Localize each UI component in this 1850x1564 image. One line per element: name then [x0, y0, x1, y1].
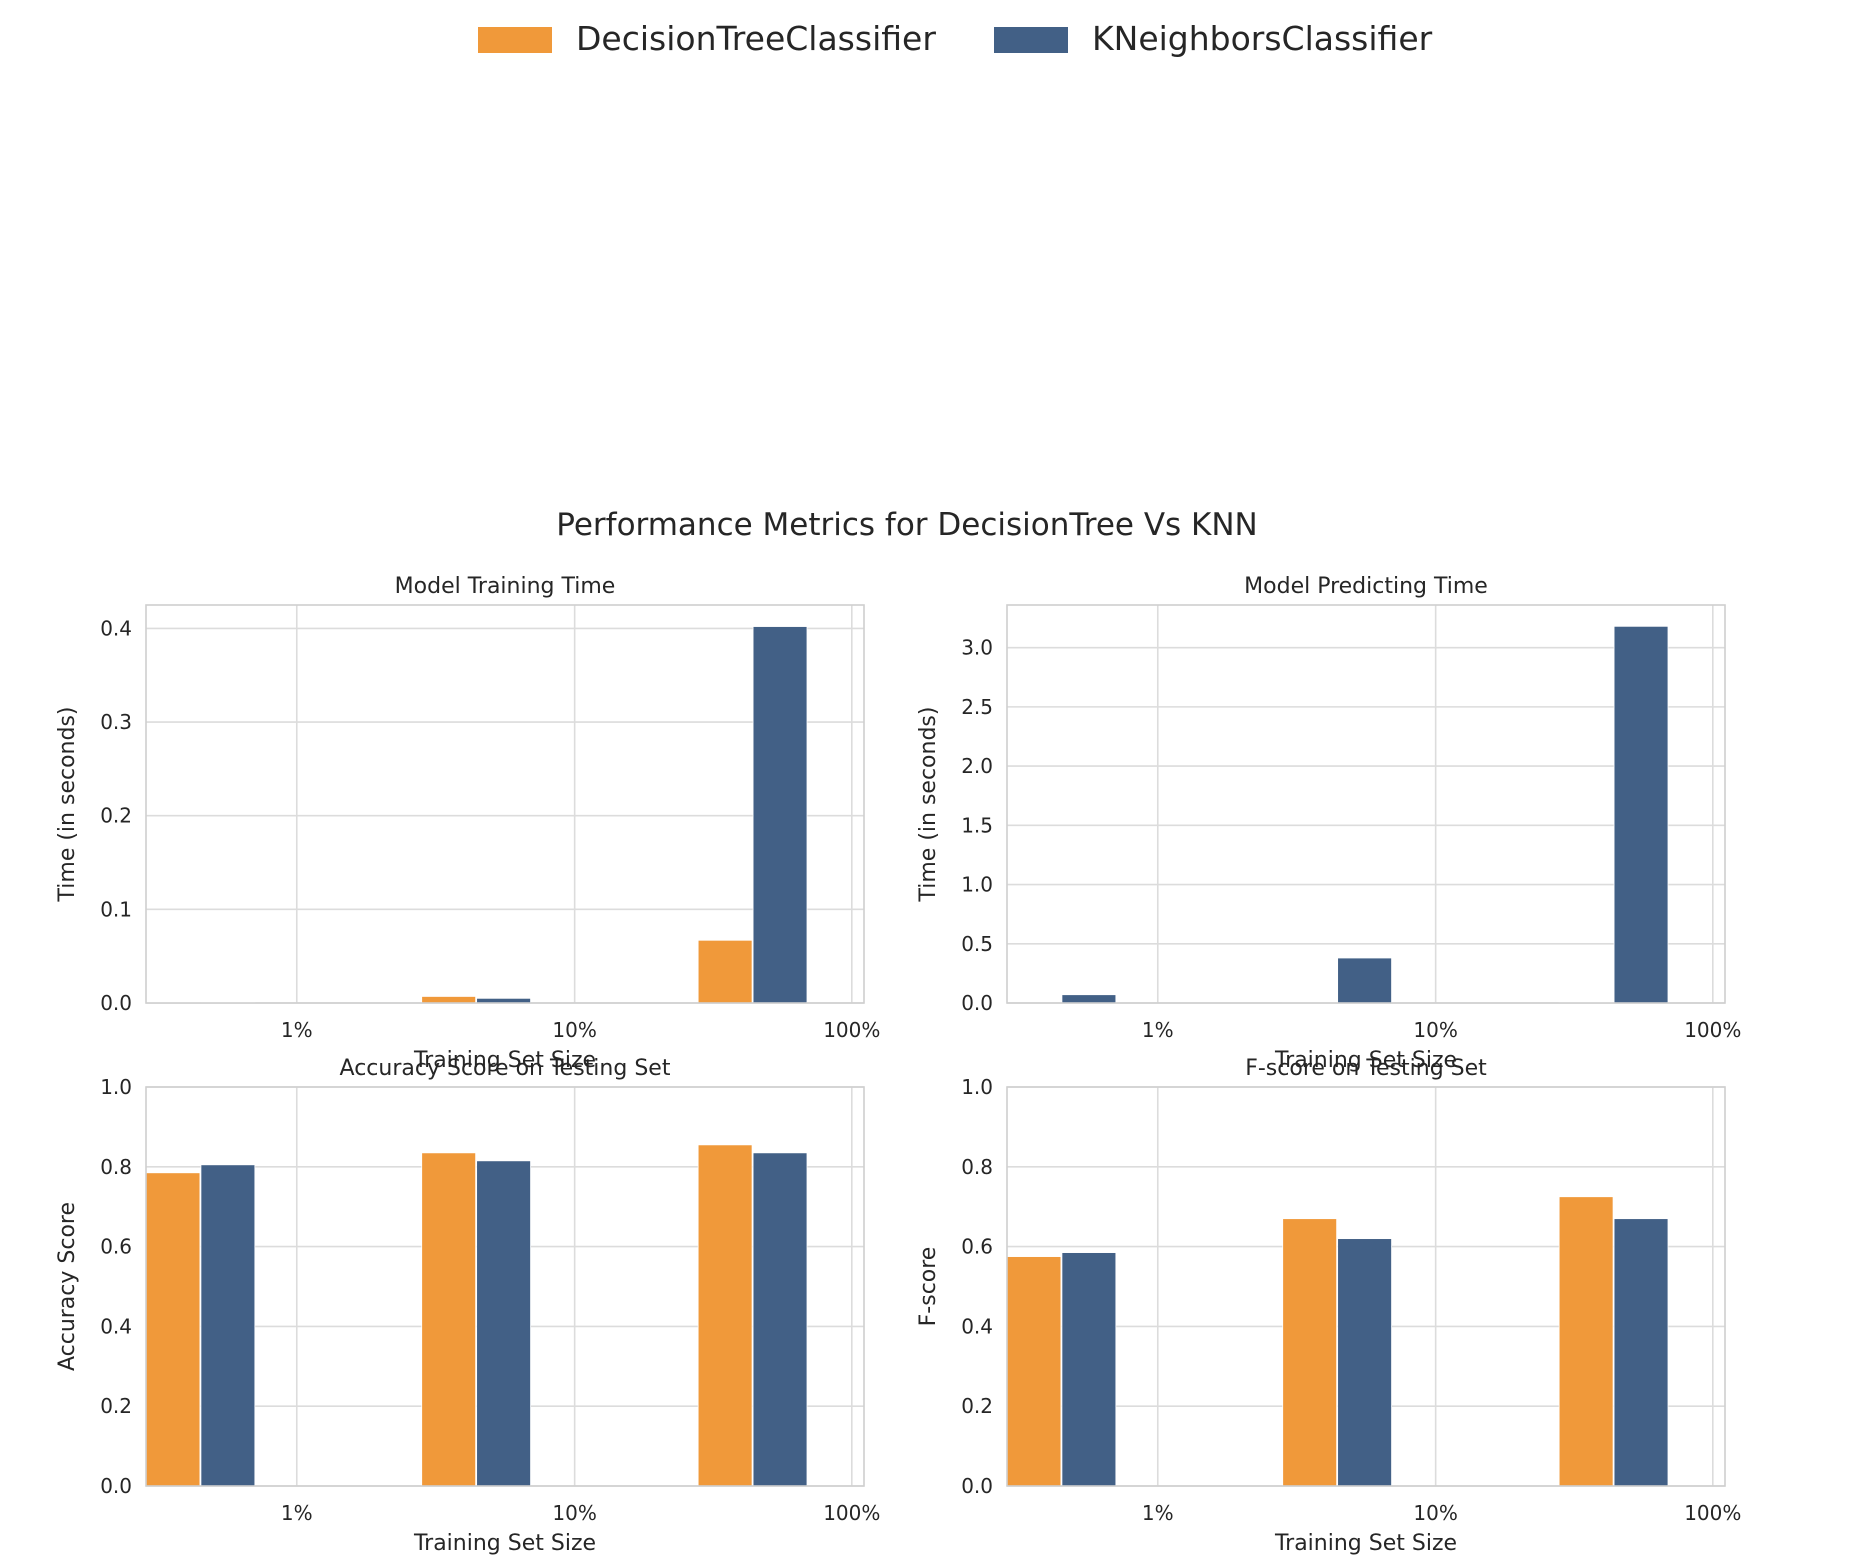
y-tick-label: 1.0: [961, 873, 993, 897]
y-tick-label: 0.8: [100, 1155, 132, 1179]
y-tick-label: 0.6: [100, 1235, 132, 1259]
y-tick-label: 0.2: [100, 1394, 132, 1418]
x-tick-label: 1%: [281, 1501, 313, 1525]
y-tick-label: 3.0: [961, 636, 993, 660]
x-tick-label: 100%: [823, 1501, 880, 1525]
x-tick-label: 10%: [552, 1501, 596, 1525]
legend-label-decision-tree: DecisionTreeClassifier: [576, 19, 936, 58]
x-tick-label: 1%: [1142, 1018, 1174, 1042]
chart-title: Model Predicting Time: [1244, 574, 1488, 599]
bar-decision-tree: [1558, 1196, 1614, 1487]
x-tick-label: 100%: [1684, 1018, 1741, 1042]
bar-kneighbors: [1061, 1252, 1117, 1487]
y-tick-label: 0.6: [961, 1235, 993, 1259]
plot-frame: [145, 1086, 865, 1487]
bar-kneighbors: [1061, 994, 1117, 1004]
y-tick-label: 1.0: [100, 1075, 132, 1099]
charts-grid: 0.0 0.1 0.2 0.3 0.4 1% 10% 100% Model Training T…: [55, 574, 1741, 1556]
y-tick-label: 0.0: [100, 1474, 132, 1498]
bar-decision-tree: [145, 1172, 201, 1487]
y-tick-label: 2.0: [961, 754, 993, 778]
x-tick-label: 100%: [1684, 1501, 1741, 1525]
bar-decision-tree: [421, 996, 477, 1004]
x-axis-label: Training Set Size: [1274, 1531, 1457, 1556]
bar-decision-tree: [1006, 1256, 1062, 1487]
bar-decision-tree: [1282, 1218, 1338, 1487]
plot-area: [1007, 605, 1725, 1003]
bar-decision-tree: [697, 939, 753, 1004]
bar-kneighbors: [1613, 1218, 1669, 1487]
plot-frame: [1006, 1086, 1726, 1487]
y-tick-label: 0.1: [100, 897, 132, 921]
chart-title: F-score on Testing Set: [1245, 1056, 1487, 1081]
y-axis-label: Time (in seconds): [55, 707, 80, 903]
y-axis-label: Accuracy Score: [55, 1202, 80, 1371]
y-tick-label: 0.3: [100, 710, 132, 734]
legend-swatch-kneighbors: [994, 27, 1068, 53]
y-tick-label: 0.5: [961, 932, 993, 956]
chart-title: Model Training Time: [395, 574, 616, 599]
y-tick-label: 1.0: [961, 1075, 993, 1099]
y-tick-label: 0.4: [100, 1314, 132, 1338]
bar-kneighbors: [752, 626, 808, 1004]
y-tick-label: 0.2: [100, 804, 132, 828]
y-tick-label: 0.0: [961, 991, 993, 1015]
y-tick-label: 1.5: [961, 813, 993, 837]
x-tick-label: 10%: [552, 1018, 596, 1042]
y-tick-label: 0.8: [961, 1155, 993, 1179]
bar-kneighbors: [1337, 1238, 1392, 1487]
chart-panel-2: 0.0 0.5 1.0 1.5 2.0 2.5 3.0 1% 10% 100% Model Pred…: [916, 574, 1741, 1073]
y-tick-label: 0.0: [961, 1474, 993, 1498]
x-tick-label: 10%: [1413, 1018, 1457, 1042]
plot-frame: [1006, 604, 1726, 1004]
bar-decision-tree: [697, 1144, 753, 1487]
x-axis-label: Training Set Size: [413, 1048, 596, 1073]
chart-panel-1: 0.0 0.1 0.2 0.3 0.4 1% 10% 100% Model Training T…: [55, 574, 880, 1073]
y-tick-label: 0.4: [961, 1314, 993, 1338]
figure-title: Performance Metrics for DecisionTree Vs …: [556, 507, 1258, 543]
y-tick-label: 0.4: [100, 616, 132, 640]
x-tick-label: 100%: [823, 1018, 880, 1042]
bar-kneighbors: [752, 1152, 808, 1487]
bar-decision-tree: [421, 1152, 477, 1487]
bar-kneighbors: [200, 1164, 256, 1487]
x-axis-label: Training Set Size: [413, 1531, 596, 1556]
bar-kneighbors: [1337, 957, 1392, 1004]
y-tick-label: 2.5: [961, 695, 993, 719]
x-tick-label: 10%: [1413, 1501, 1457, 1525]
y-axis-label: Time (in seconds): [916, 707, 941, 903]
chart-title: Accuracy Score on Testing Set: [340, 1056, 671, 1081]
plot-area: [146, 605, 864, 1003]
x-axis-label: Training Set Size: [1274, 1048, 1457, 1073]
legend-swatch-decision-tree: [478, 27, 552, 53]
chart-panel-3: 0.0 0.2 0.4 0.6 0.8 1.0 1% 10% 100% Accuracy Scor…: [55, 1056, 880, 1556]
x-tick-label: 1%: [281, 1018, 313, 1042]
plot-frame: [145, 604, 865, 1004]
bar-kneighbors: [476, 1160, 531, 1487]
chart-panel-4: 0.0 0.2 0.4 0.6 0.8 1.0 1% 10% 100% F-score on Te…: [916, 1056, 1741, 1556]
legend: DecisionTreeClassifier KNeighborsClassif…: [478, 19, 1433, 58]
y-axis-label: F-score: [916, 1247, 941, 1327]
legend-label-kneighbors: KNeighborsClassifier: [1092, 19, 1433, 58]
bar-kneighbors: [1613, 625, 1669, 1004]
y-tick-label: 0.2: [961, 1394, 993, 1418]
y-tick-label: 0.0: [100, 991, 132, 1015]
x-tick-label: 1%: [1142, 1501, 1174, 1525]
